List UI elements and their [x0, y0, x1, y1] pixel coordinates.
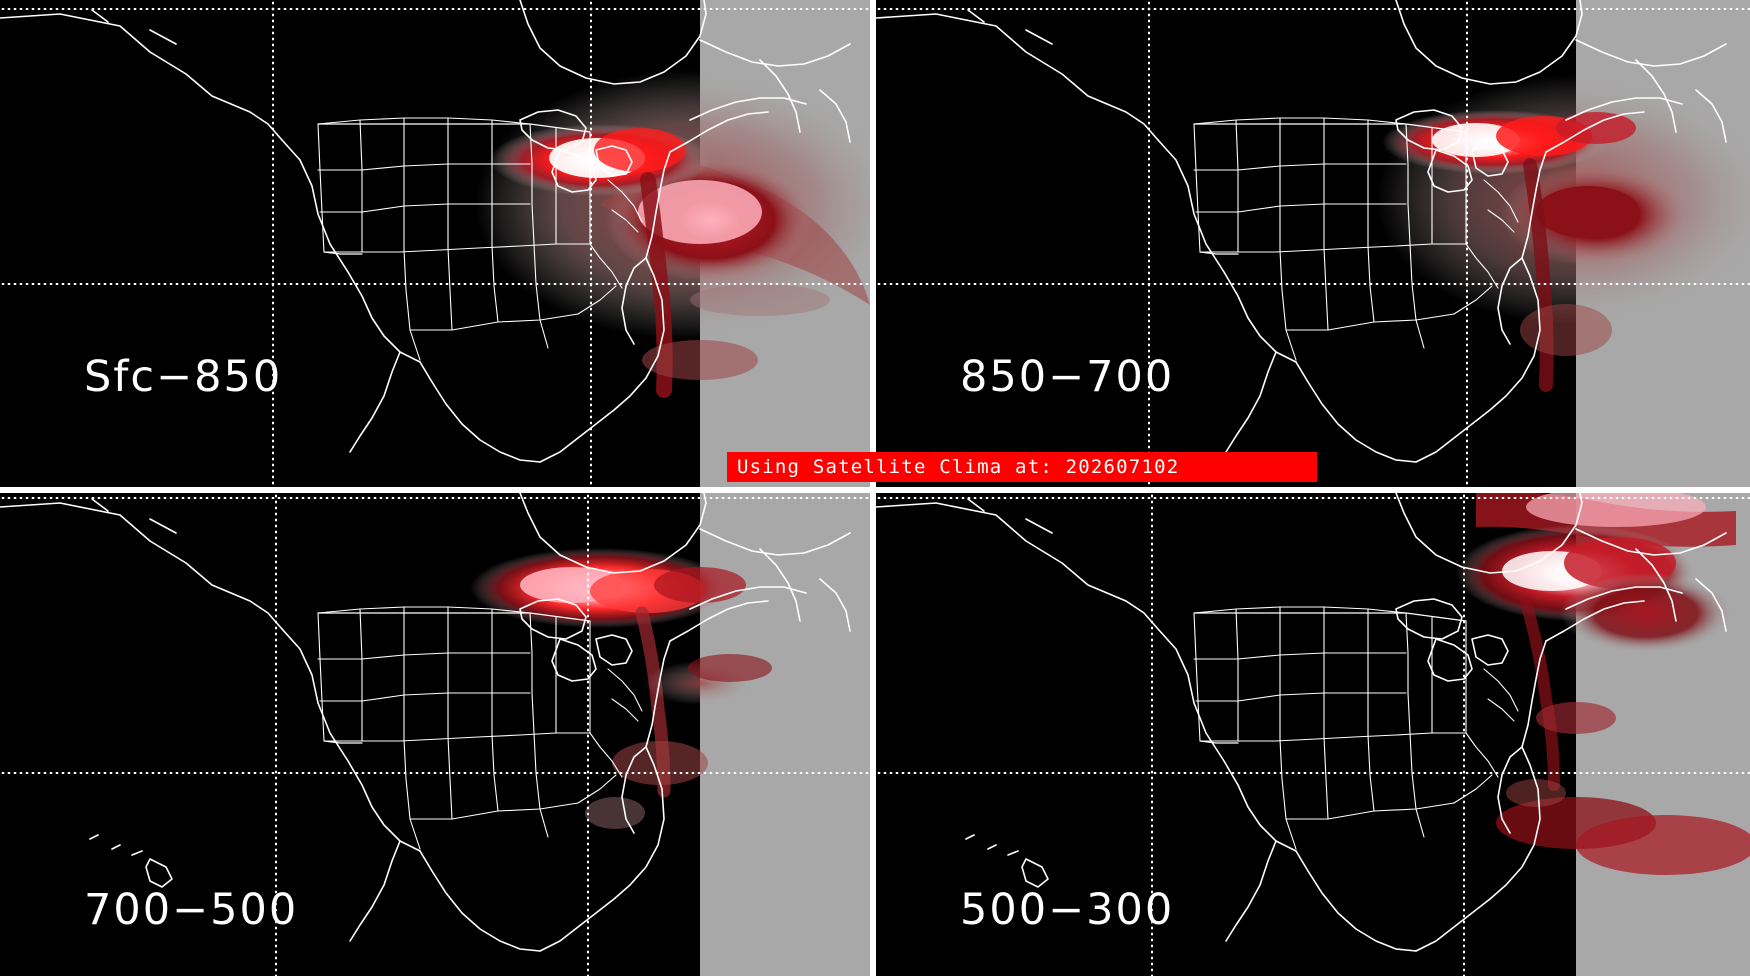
panel-divider-horizontal	[0, 487, 1750, 493]
map-panel-700-500[interactable]: 700−500	[0, 493, 870, 976]
geography-overlay	[0, 493, 870, 976]
panel-map-surface	[0, 0, 870, 487]
geography-overlay	[876, 0, 1750, 487]
moisture-field-700-500	[0, 493, 870, 976]
panel-label-500-300: 500−300	[960, 885, 1175, 935]
panel-label-700-500: 700−500	[84, 885, 299, 935]
moisture-field-sfc-850	[0, 0, 870, 487]
map-panel-sfc-850[interactable]: Sfc−850	[0, 0, 870, 487]
geography-overlay	[0, 0, 870, 487]
geography-overlay	[876, 493, 1750, 976]
status-banner-text: Using Satellite Clima at: 202607102	[737, 456, 1180, 478]
map-panel-850-700[interactable]: 850−700	[876, 0, 1750, 487]
panel-label-sfc-850: Sfc−850	[84, 352, 283, 402]
panel-map-surface	[0, 493, 870, 976]
panel-map-surface	[876, 0, 1750, 487]
map-panel-500-300[interactable]: 500−300	[876, 493, 1750, 976]
moisture-field-850-700	[876, 0, 1750, 487]
panel-label-850-700: 850−700	[960, 352, 1175, 402]
panel-map-surface	[876, 493, 1750, 976]
status-banner: Using Satellite Clima at: 202607102	[727, 452, 1317, 482]
